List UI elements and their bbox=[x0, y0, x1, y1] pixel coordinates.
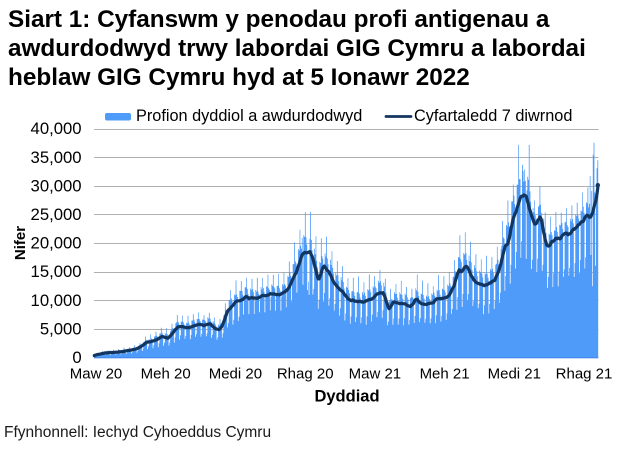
svg-text:Meh 20: Meh 20 bbox=[141, 366, 191, 383]
svg-text:10,000: 10,000 bbox=[31, 291, 82, 310]
svg-text:25,000: 25,000 bbox=[31, 205, 82, 224]
svg-text:Maw 20: Maw 20 bbox=[70, 366, 123, 383]
svg-text:awdurdodwyd trwy labordai GIG: awdurdodwyd trwy labordai GIG Cymru a la… bbox=[8, 35, 586, 62]
svg-text:Siart 1: Cyfanswm y penodau pr: Siart 1: Cyfanswm y penodau profi antige… bbox=[8, 6, 550, 33]
svg-text:Ffynhonnell: Iechyd Cyhoeddus: Ffynhonnell: Iechyd Cyhoeddus Cymru bbox=[4, 424, 271, 441]
svg-text:Meh 21: Meh 21 bbox=[420, 366, 470, 383]
svg-text:15,000: 15,000 bbox=[31, 262, 82, 281]
svg-text:heblaw GIG Cymru hyd at 5 Iona: heblaw GIG Cymru hyd at 5 Ionawr 2022 bbox=[8, 64, 470, 91]
svg-text:Dyddiad: Dyddiad bbox=[314, 388, 379, 406]
svg-text:Maw 21: Maw 21 bbox=[349, 366, 402, 383]
svg-text:20,000: 20,000 bbox=[31, 234, 82, 253]
svg-text:Medi 21: Medi 21 bbox=[488, 366, 541, 383]
svg-text:Nifer: Nifer bbox=[12, 226, 29, 260]
svg-text:30,000: 30,000 bbox=[31, 176, 82, 195]
svg-text:35,000: 35,000 bbox=[31, 148, 82, 167]
svg-text:Cyfartaledd 7 diwrnod: Cyfartaledd 7 diwrnod bbox=[414, 107, 572, 125]
svg-text:Rhag 20: Rhag 20 bbox=[277, 366, 334, 383]
svg-text:Medi 20: Medi 20 bbox=[209, 366, 262, 383]
svg-text:Rhag 21: Rhag 21 bbox=[556, 366, 613, 383]
svg-text:40,000: 40,000 bbox=[31, 119, 82, 138]
svg-text:5,000: 5,000 bbox=[40, 319, 82, 338]
svg-text:0: 0 bbox=[72, 348, 81, 367]
svg-text:Profion dyddiol a awdurdodwyd: Profion dyddiol a awdurdodwyd bbox=[136, 107, 362, 125]
